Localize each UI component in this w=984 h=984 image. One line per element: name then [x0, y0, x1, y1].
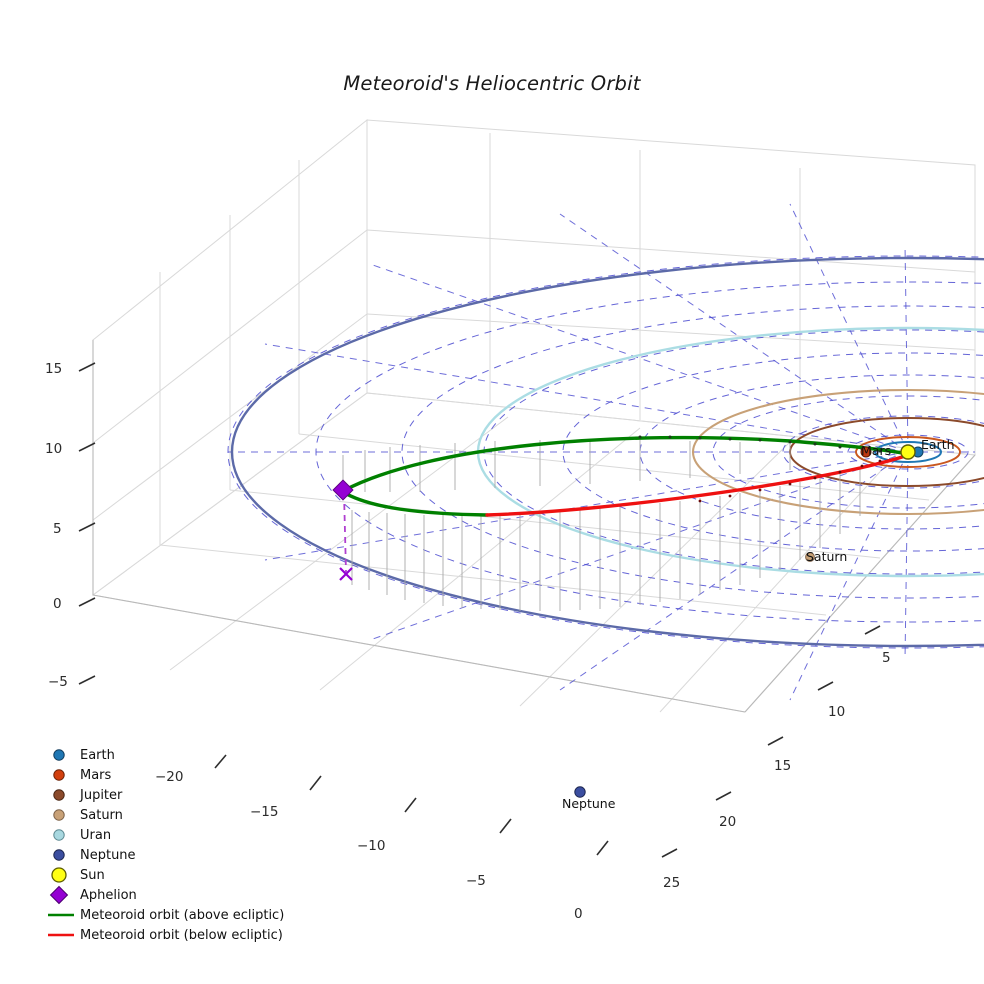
legend-item-orbit-below[interactable]: Meteoroid orbit (below ecliptic) [80, 928, 283, 943]
aphelion-drop-line [343, 492, 347, 573]
aphelion-projection-marker [339, 567, 353, 581]
z-tick-label-0: 15 [45, 361, 63, 377]
x-tick-label-4: 0 [574, 906, 583, 922]
legend-markers [48, 749, 74, 937]
orbit-stem-lines [342, 440, 861, 611]
z-tick-label-1: 10 [45, 441, 63, 457]
legend-item-saturn[interactable]: Saturn [80, 808, 123, 823]
label-mars: Mars [861, 443, 892, 458]
y-tick-label-1: 10 [828, 704, 846, 720]
y-tick-label-0: 5 [882, 650, 891, 666]
axis-spines [92, 340, 976, 713]
orbit-neptune [231, 256, 984, 648]
meteoroid-orbit-below-ecliptic [485, 452, 914, 517]
legend-item-orbit-above[interactable]: Meteoroid orbit (above ecliptic) [80, 908, 285, 923]
z-tick-label-3: 0 [53, 596, 62, 612]
legend-item-aphelion[interactable]: Aphelion [80, 888, 137, 903]
saturn-marker [805, 552, 815, 562]
y-tick-marks [661, 625, 881, 858]
orbit-earth [874, 441, 942, 463]
x-tick-label-1: −15 [250, 804, 279, 820]
axes-pane-wireframe [91, 118, 977, 713]
z-tick-marks [78, 362, 96, 685]
meteoroid-sample-dots [638, 435, 882, 453]
x-tick-label-0: −20 [155, 769, 184, 785]
x-tick-label-2: −10 [357, 838, 386, 854]
x-tick-label-3: −5 [466, 873, 486, 889]
mars-marker [860, 446, 872, 458]
page-title: Meteoroid's Heliocentric Orbit [343, 72, 641, 95]
meteoroid-sample-dots-red [698, 459, 882, 503]
meteoroid-orbit-above-ecliptic-lower [341, 490, 489, 517]
sun-marker [900, 444, 916, 460]
legend-item-jupiter[interactable]: Jupiter [80, 788, 123, 803]
legend-item-mars[interactable]: Mars [80, 768, 112, 783]
legend-item-neptune[interactable]: Neptune [80, 848, 136, 863]
aphelion-marker [332, 479, 354, 501]
label-saturn: Saturn [806, 549, 848, 564]
orbit-saturn [692, 388, 984, 516]
y-tick-label-3: 20 [719, 814, 737, 830]
label-earth: Earth [921, 437, 955, 452]
neptune-marker [574, 786, 586, 798]
legend-item-uran[interactable]: Uran [80, 828, 112, 843]
legend-item-sun[interactable]: Sun [80, 868, 105, 883]
legend-item-earth[interactable]: Earth [80, 748, 115, 763]
y-tick-label-2: 15 [774, 758, 792, 774]
orbit-mars [855, 436, 961, 468]
y-tick-label-4: 25 [663, 875, 681, 891]
z-tick-label-2: 5 [53, 521, 62, 537]
polar-grid-spokes [228, 203, 975, 701]
x-tick-marks [214, 754, 609, 856]
z-tick-label-4: −5 [48, 674, 68, 690]
meteoroid-orbit-above-ecliptic [341, 435, 914, 493]
legend: Earth Mars Jupiter Saturn Uran Neptune S… [48, 744, 308, 948]
label-neptune: Neptune [562, 796, 616, 811]
